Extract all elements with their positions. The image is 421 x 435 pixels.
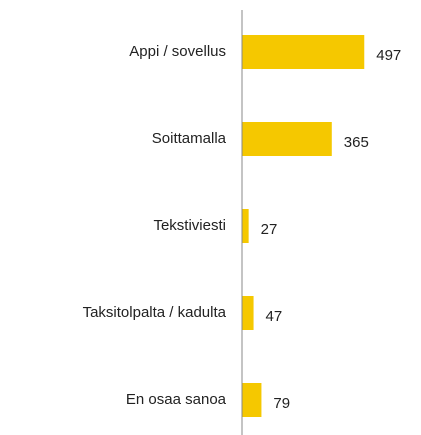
value-label: 47 [266,308,283,325]
bar [242,122,332,156]
category-label: En osaa sanoa [126,391,227,408]
value-label: 497 [376,47,401,64]
category-label: Taksitolpalta / kadulta [83,304,227,321]
value-label: 79 [273,395,290,412]
bar [242,296,254,330]
category-label: Appi / sovellus [129,43,226,60]
value-label: 365 [344,134,369,151]
bar [242,35,365,69]
bar [242,383,262,417]
category-label: Soittamalla [152,130,227,147]
category-label: Tekstiviesti [153,217,226,234]
value-label: 27 [261,221,278,238]
bar [242,209,249,243]
